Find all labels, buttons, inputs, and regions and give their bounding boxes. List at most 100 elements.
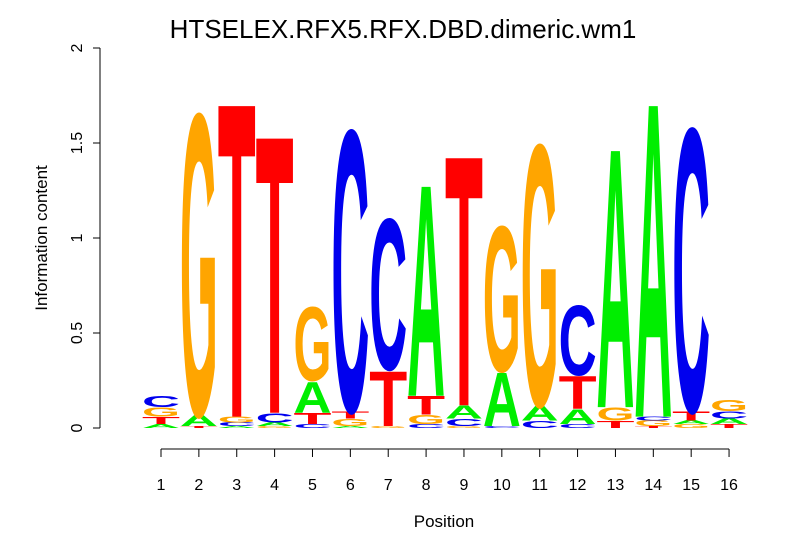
x-tick-label: 9	[460, 477, 469, 494]
logo-letter-G: G	[407, 412, 445, 427]
logo-letter-C: C	[445, 417, 483, 429]
logo-letter-A: A	[445, 402, 483, 423]
logo-letter-C: C	[559, 423, 597, 429]
x-tick-label: 3	[232, 477, 241, 494]
logo-column: CAG	[521, 66, 559, 485]
x-tick-label: 4	[270, 477, 279, 494]
logo-letter-G: G	[180, 24, 218, 507]
logo-letter-C: C	[407, 423, 445, 429]
logo-letter-G: G	[710, 397, 748, 415]
logo-letter-C: C	[293, 423, 331, 429]
x-tick-label: 15	[682, 477, 700, 494]
y-tick-label: 1.5	[69, 132, 86, 154]
logo-letter-T: T	[218, 9, 256, 513]
x-tick-label: 5	[308, 477, 317, 494]
logo-letter-T: T	[672, 408, 710, 423]
logo-letter-A: A	[407, 123, 445, 462]
x-tick-label: 13	[607, 477, 625, 494]
y-tick-label: 0.5	[69, 322, 86, 344]
logo-column: TGA	[596, 71, 634, 487]
logo-letter-A: A	[293, 373, 331, 423]
x-tick-label: 16	[720, 477, 738, 494]
x-tick-label: 10	[493, 477, 511, 494]
logo-letter-G: G	[596, 404, 634, 425]
chart-title: HTSELEX.RFX5.RFX.DBD.dimeric.wm1	[170, 14, 637, 44]
logo-letter-C: C	[256, 411, 294, 426]
logo-letter-A: A	[256, 421, 294, 427]
logo-letter-G: G	[672, 423, 710, 429]
logo-column: TAG	[180, 24, 218, 507]
y-axis-label: Information content	[32, 165, 51, 311]
logo-letter-G: G	[634, 419, 672, 428]
x-tick-label: 8	[422, 477, 431, 494]
logo-letter-A: A	[218, 426, 256, 429]
logo-letter-C: C	[483, 426, 521, 429]
x-tick-label: 11	[531, 477, 548, 494]
logo-letter-T: T	[559, 366, 597, 419]
logo-letter-G: G	[218, 415, 256, 424]
logo-letter-C: C	[369, 174, 407, 416]
logo-letter-A: A	[596, 71, 634, 487]
logo-letter-T: T	[369, 356, 407, 444]
logo-letter-C: C	[672, 45, 710, 498]
x-tick-label: 14	[644, 477, 662, 494]
x-tick-label: 7	[384, 477, 393, 494]
logo-letter-G: G	[293, 287, 331, 404]
logo-letter-T: T	[180, 426, 218, 429]
logo-letter-T: T	[445, 81, 483, 482]
logo-letter-C: C	[331, 46, 369, 498]
logo-column: GTC	[369, 174, 407, 444]
logo-letter-A: A	[710, 417, 748, 426]
logo-letter-C: C	[634, 416, 672, 422]
logo-letter-T: T	[710, 423, 748, 429]
y-tick-label: 2	[69, 43, 86, 52]
x-axis: 1 2 3 4 5 6 7 8 9 10 11 12 13 14 15 16	[157, 448, 738, 494]
logo-letter-G: G	[445, 426, 483, 429]
logo-letter-T: T	[407, 392, 445, 421]
logo-letter-C: C	[218, 421, 256, 427]
logo-letter-A: A	[180, 412, 218, 430]
logo-letter-A: A	[559, 406, 597, 429]
logo-letter-G: G	[331, 417, 369, 429]
logo-letter-T: T	[634, 426, 672, 429]
logo-letter-G: G	[369, 426, 407, 429]
logo-letter-G: G	[521, 66, 559, 485]
x-tick-label: 2	[194, 477, 203, 494]
logo-letter-T: T	[596, 419, 634, 431]
logo-column: CAG	[483, 184, 521, 443]
logo-letter-C: C	[142, 393, 180, 411]
logo-letter-G: G	[483, 184, 521, 417]
x-tick-label: 6	[346, 477, 355, 494]
logo-letter-T: T	[331, 409, 369, 421]
y-tick-label: 0	[69, 423, 86, 432]
x-tick-label: 1	[157, 477, 166, 494]
x-tick-label: 12	[569, 477, 587, 494]
logo-letter-A: A	[672, 419, 710, 425]
x-axis-label: Position	[414, 512, 474, 531]
logo-letter-C: C	[710, 409, 748, 421]
logo-letter-T: T	[256, 54, 294, 498]
logo-letter-G: G	[256, 426, 294, 429]
logo-letter-G: G	[142, 405, 180, 420]
logo-letter-A: A	[634, 9, 672, 513]
logo-letter-C: C	[521, 419, 559, 431]
logo-letter-T: T	[293, 410, 331, 428]
y-tick-label: 1	[69, 233, 86, 242]
logo-letter-A: A	[483, 357, 521, 442]
logo-letter-A: A	[331, 426, 369, 429]
y-axis: 0 0.5 1 1.5 2	[69, 43, 101, 432]
logo-letter-A: A	[142, 423, 180, 429]
